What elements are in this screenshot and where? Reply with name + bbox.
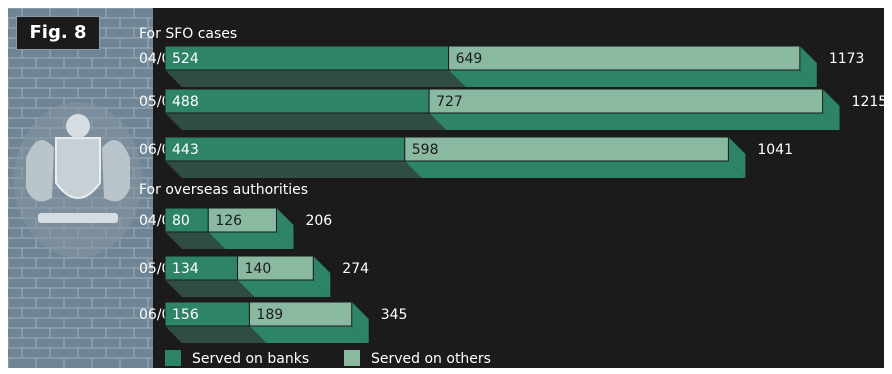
- building-wall-image: [8, 8, 153, 368]
- crest-shield: [55, 137, 101, 199]
- bar-bottom-banks: [165, 113, 447, 130]
- data-label-total: 206: [305, 213, 332, 229]
- bar-bottom-others: [208, 232, 294, 249]
- bar-end-face: [313, 256, 331, 297]
- bar-segment-others: [428, 88, 824, 114]
- data-label-banks: 134: [172, 261, 199, 277]
- data-label-others: 598: [412, 142, 439, 158]
- legend-label: Served on banks: [192, 351, 309, 367]
- bar-segment-banks: [164, 88, 430, 114]
- data-label-banks: 524: [172, 51, 199, 67]
- data-label-total: 274: [342, 261, 369, 277]
- legend-swatch-banks: [165, 350, 181, 366]
- bar-end-face: [728, 137, 746, 178]
- group-title: For overseas authorities: [139, 182, 308, 198]
- legend-label: Served on others: [371, 351, 491, 367]
- data-label-others: 189: [256, 307, 283, 323]
- data-label-others: 126: [215, 213, 242, 229]
- group-title: For SFO cases: [139, 26, 237, 42]
- data-label-total: 1215: [852, 94, 884, 110]
- bar-end-face: [799, 46, 817, 87]
- data-label-total: 1041: [757, 142, 793, 158]
- legend-swatch-others: [344, 350, 360, 366]
- bar-bottom-others: [429, 113, 840, 130]
- figure-label-box: Fig. 8: [16, 16, 100, 50]
- bar-bottom-others: [249, 326, 369, 343]
- bar-bottom-others: [448, 70, 817, 87]
- bar-bottom-banks: [165, 232, 226, 249]
- crest-crown: [66, 114, 90, 138]
- data-label-others: 649: [456, 51, 483, 67]
- bar-segment-others: [248, 301, 353, 327]
- bar-bottom-others: [404, 161, 746, 178]
- bar-segment-others: [237, 255, 314, 281]
- bar-segment-banks: [164, 136, 406, 162]
- crest-motto-ribbon: [38, 213, 118, 223]
- bar-segment-others: [448, 45, 801, 71]
- data-label-banks: 156: [172, 307, 199, 323]
- data-label-banks: 443: [172, 142, 199, 158]
- chart-panel: Fig. 8 For SFO cases 04/05 524 649 1173 05/06…: [8, 8, 884, 368]
- data-label-total: 1173: [829, 51, 865, 67]
- data-label-banks: 488: [172, 94, 199, 110]
- bar-segment-banks: [164, 207, 209, 233]
- crest-unicorn: [102, 140, 130, 202]
- crest-lion: [26, 140, 54, 202]
- bar-end-face: [276, 208, 294, 249]
- bar-bottom-banks: [165, 326, 267, 343]
- bar-segment-others: [404, 136, 729, 162]
- bar-bottom-banks: [165, 280, 255, 297]
- data-label-others: 140: [245, 261, 272, 277]
- bar-bottom-banks: [165, 161, 422, 178]
- bar-segment-others: [207, 207, 277, 233]
- bar-segment-banks: [164, 301, 250, 327]
- bar-end-face: [351, 302, 369, 343]
- bar-end-face: [822, 89, 840, 130]
- figure-label: Fig. 8: [29, 22, 87, 43]
- bar-bottom-others: [237, 280, 331, 297]
- data-label-total: 345: [381, 307, 408, 323]
- crest-emblem: [14, 102, 142, 258]
- data-label-banks: 80: [172, 213, 190, 229]
- bar-segment-banks: [164, 45, 450, 71]
- bar-bottom-banks: [165, 70, 466, 87]
- data-label-others: 727: [436, 94, 463, 110]
